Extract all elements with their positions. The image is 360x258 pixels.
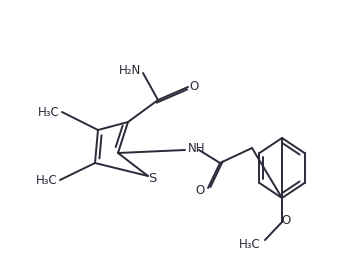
Text: H₃C: H₃C bbox=[38, 106, 60, 118]
Text: O: O bbox=[195, 183, 204, 197]
Text: O: O bbox=[282, 214, 291, 227]
Text: NH: NH bbox=[188, 141, 206, 155]
Text: H₃C: H₃C bbox=[36, 173, 58, 187]
Text: S: S bbox=[148, 172, 156, 184]
Text: H₂N: H₂N bbox=[119, 64, 141, 77]
Text: H₃C: H₃C bbox=[239, 238, 261, 251]
Text: O: O bbox=[189, 80, 199, 93]
